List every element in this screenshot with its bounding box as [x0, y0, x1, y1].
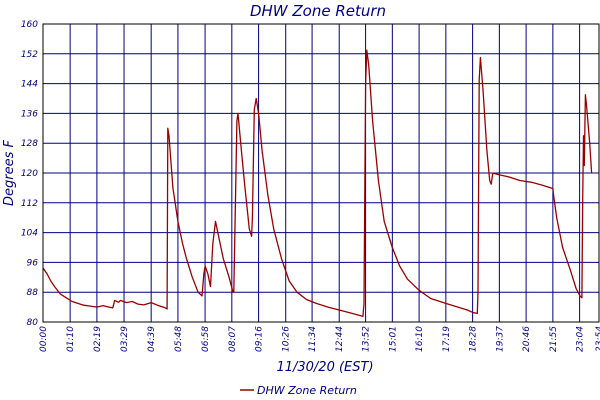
x-tick-label: 11:34	[308, 326, 318, 352]
y-tick-label: 96	[27, 258, 39, 268]
x-tick-label: 15:01	[388, 326, 398, 352]
x-tick-label: 08:07	[228, 326, 238, 352]
x-tick-labels: 00:00 01:10 02:19 03:29 04:39 05:48 06:58 08:07…	[39, 326, 600, 352]
y-tick-label: 152	[21, 50, 38, 60]
legend: DHW Zone Return	[240, 384, 357, 397]
x-tick-label: 19:37	[495, 326, 505, 352]
x-tick-label: 00:00	[39, 326, 49, 352]
x-tick-label: 05:48	[174, 326, 184, 352]
legend-label: DHW Zone Return	[257, 384, 357, 397]
y-tick-label: 104	[21, 229, 38, 239]
y-tick-label: 112	[21, 199, 38, 209]
x-tick-label: 16:10	[415, 326, 425, 352]
y-tick-label: 144	[21, 80, 38, 90]
y-tick-labels: 80 88 96 104 112 120 128 136 144 152 160	[21, 20, 38, 328]
x-tick-label: 04:39	[147, 326, 157, 352]
plot-frame	[42, 23, 600, 323]
y-tick-label: 136	[21, 109, 38, 119]
y-axis-label: Degrees F	[2, 139, 17, 206]
x-tick-label: 10:26	[282, 326, 292, 352]
chart-title: DHW Zone Return	[250, 2, 386, 20]
x-tick-label: 20:46	[522, 326, 532, 352]
y-tick-label: 128	[21, 139, 38, 149]
x-tick-label: 03:29	[120, 326, 130, 352]
x-tick-label: 23:54	[595, 326, 600, 352]
x-tick-label: 17:19	[442, 326, 452, 352]
x-tick-label: 09:16	[255, 326, 265, 352]
x-tick-label: 06:58	[201, 326, 211, 352]
x-tick-label: 18:28	[469, 326, 479, 352]
x-tick-label: 02:19	[93, 326, 103, 352]
x-tick-label: 01:10	[66, 326, 76, 352]
series-line-0	[42, 49, 593, 318]
x-tick-label: 21:55	[549, 326, 559, 352]
y-tick-label: 80	[27, 318, 39, 328]
y-tick-label: 88	[27, 288, 39, 298]
grid	[42, 23, 600, 323]
x-tick-label: 23:04	[576, 326, 586, 352]
x-tick-label: 12:44	[335, 326, 345, 352]
x-tick-label: 13:52	[362, 326, 372, 352]
y-tick-label: 160	[21, 20, 38, 30]
series-layer	[42, 49, 593, 318]
x-axis-label: 11/30/20 (EST)	[276, 360, 373, 375]
y-tick-label: 120	[21, 169, 38, 179]
